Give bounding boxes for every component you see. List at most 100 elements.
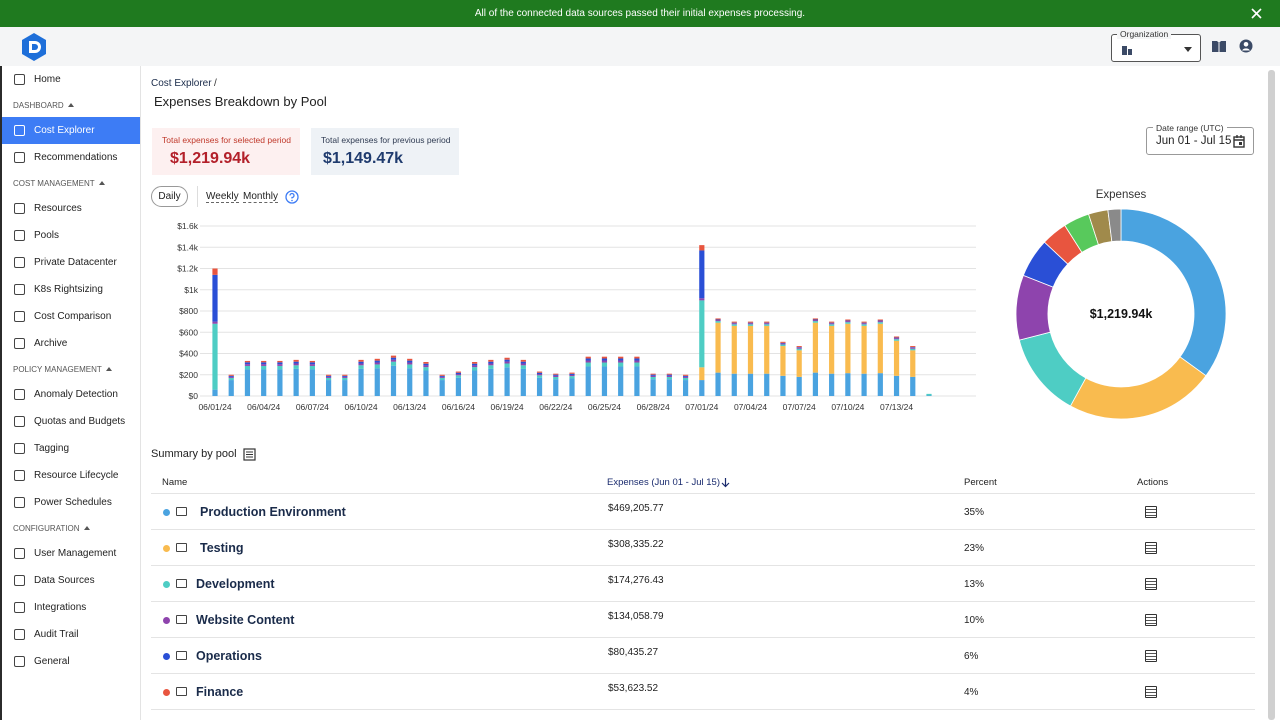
bar-segment	[715, 320, 721, 322]
close-banner[interactable]	[1251, 8, 1262, 19]
sidebar-item[interactable]: Home	[2, 66, 140, 93]
summary-card: Total expenses for previous period $1,14…	[311, 128, 459, 175]
bar-segment	[747, 325, 754, 374]
sidebar-item[interactable]: Audit Trail	[2, 621, 140, 648]
bar-segment	[893, 338, 900, 340]
sidebar-label: Power Schedules	[34, 497, 112, 508]
bar-segment	[261, 365, 267, 370]
bar-segment	[212, 323, 218, 390]
bar-segment	[650, 375, 656, 377]
profile-icon[interactable]	[1239, 39, 1253, 53]
sidebar-icon	[14, 389, 25, 400]
pool-name[interactable]: Testing	[200, 541, 244, 555]
details-button[interactable]	[1145, 578, 1157, 590]
sidebar-item[interactable]: Private Datacenter	[2, 249, 140, 276]
period-button[interactable]: Weekly	[206, 191, 239, 203]
column-header[interactable]: Expenses (Jun 01 - Jul 15)	[607, 477, 721, 488]
bar-segment	[423, 363, 429, 366]
sidebar-item[interactable]: Power Schedules	[2, 489, 140, 516]
sidebar-item[interactable]: Tagging	[2, 435, 140, 462]
help-icon[interactable]	[285, 190, 299, 204]
bar-segment	[780, 341, 786, 343]
logo[interactable]	[20, 32, 48, 62]
period-button[interactable]: Daily	[151, 186, 188, 207]
bar-segment	[520, 363, 526, 366]
bar-segment	[877, 322, 883, 324]
pool-name[interactable]: Website Content	[196, 613, 295, 627]
bar-segment	[472, 362, 478, 364]
bar-segment	[845, 373, 851, 396]
sidebar-label: Archive	[34, 338, 68, 349]
bar-segment	[893, 339, 900, 341]
pool-name[interactable]: Development	[196, 577, 275, 591]
bar-segment	[715, 318, 721, 320]
sidebar-item[interactable]: Integrations	[2, 594, 140, 621]
expenses: $134,058.79	[608, 610, 664, 622]
period-button[interactable]: Monthly	[243, 191, 279, 203]
bar-segment	[342, 374, 348, 376]
sidebar-item[interactable]: Archive	[2, 330, 140, 357]
details-button[interactable]	[1145, 542, 1157, 554]
bar-segment	[423, 362, 429, 364]
bar-segment	[520, 359, 526, 362]
bar-segment	[682, 377, 689, 381]
sidebar-label: Resource Lifecycle	[34, 470, 119, 481]
bar-segment	[374, 360, 380, 363]
bar-segment	[796, 347, 802, 349]
sidebar-label: Private Datacenter	[34, 257, 117, 268]
bar-segment	[309, 364, 315, 366]
breadcrumb-link[interactable]: Cost Explorer	[151, 78, 212, 89]
sidebar-item[interactable]: Recommendations	[2, 144, 140, 171]
sidebar-item[interactable]: Resources	[2, 195, 140, 222]
x-tick-label: 06/07/24	[296, 402, 329, 412]
sidebar-item[interactable]: Resource Lifecycle	[2, 462, 140, 489]
bar-segment	[764, 373, 770, 396]
percent: 23%	[964, 542, 985, 554]
sidebar-label: Cost Comparison	[34, 311, 112, 322]
docs-icon[interactable]	[1211, 40, 1227, 53]
details-button[interactable]	[1145, 506, 1157, 518]
bar-segment	[455, 375, 462, 378]
x-tick-label: 07/04/24	[734, 402, 767, 412]
bar-segment	[488, 365, 494, 369]
bar-segment	[845, 323, 851, 374]
bar-segment	[634, 358, 640, 361]
scrollbar[interactable]	[1268, 70, 1275, 720]
details-button[interactable]	[1145, 614, 1157, 626]
sidebar-item[interactable]: Quotas and Budgets	[2, 408, 140, 435]
details-button[interactable]	[1145, 650, 1157, 662]
table-icon[interactable]	[243, 448, 256, 461]
bar-segment	[212, 268, 218, 275]
sidebar-item[interactable]: User Management	[2, 540, 140, 567]
sidebar-item[interactable]: Data Sources	[2, 567, 140, 594]
bar-segment	[358, 361, 364, 364]
sidebar-item[interactable]: K8s Rightsizing	[2, 276, 140, 303]
bar-segment	[845, 320, 851, 322]
bar-segment	[325, 374, 332, 376]
pie-slice	[1018, 331, 1087, 407]
x-tick-label: 06/13/24	[393, 402, 426, 412]
sidebar-item[interactable]: Pools	[2, 222, 140, 249]
sidebar-item[interactable]: General	[2, 648, 140, 675]
bar-segment	[666, 374, 672, 376]
sidebar-icon	[14, 152, 25, 163]
bar-segment	[358, 365, 364, 369]
bar-segment	[829, 321, 835, 323]
page-title: Expenses Breakdown by Pool	[154, 94, 327, 109]
bar-segment	[731, 323, 737, 325]
pool-name[interactable]: Operations	[196, 649, 262, 663]
table-row: Website Content $134,058.79 10%	[151, 602, 1255, 638]
details-button[interactable]	[1145, 686, 1157, 698]
pool-name[interactable]: Production Environment	[200, 505, 346, 519]
bar-segment	[553, 375, 559, 377]
sort-arrow[interactable]	[721, 477, 730, 488]
pool-name[interactable]: Finance	[196, 685, 244, 699]
pool-icon	[176, 687, 187, 696]
bar-segment	[796, 376, 802, 396]
sidebar-item[interactable]: Anomaly Detection	[2, 381, 140, 408]
sidebar-icon	[14, 125, 25, 136]
bar-segment	[309, 362, 315, 365]
sidebar-item[interactable]: Cost Comparison	[2, 303, 140, 330]
sidebar-item[interactable]: Cost Explorer	[2, 117, 140, 144]
y-tick-label: $800	[179, 306, 198, 316]
